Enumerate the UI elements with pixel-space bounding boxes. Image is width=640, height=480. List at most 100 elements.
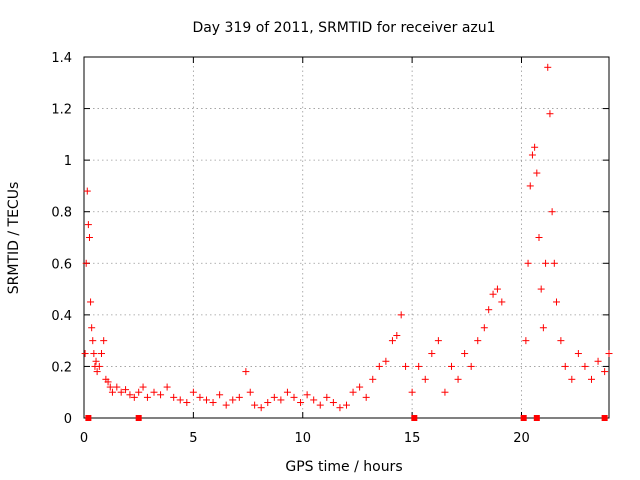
data-point [336,404,344,412]
data-point [415,362,423,370]
data-point [553,298,560,306]
data-point [150,388,158,396]
data-point [87,298,95,306]
data-point [216,391,224,399]
grid [84,57,609,418]
data-point [323,393,331,401]
data-point [561,362,569,370]
data-point [421,375,429,383]
data-point [489,290,497,298]
data-point [375,362,383,370]
data-point [93,368,101,376]
data-point [100,337,108,345]
data-point [229,396,237,404]
data-point [568,375,576,383]
data-point [588,375,595,383]
data-point [251,401,259,409]
data-point [329,399,337,407]
chart-title: Day 319 of 2011, SRMTID for receiver azu… [192,20,495,36]
data-point [550,259,558,267]
data-point [235,393,243,401]
data-point [310,396,318,404]
data-point [382,357,390,365]
data-point [104,378,112,386]
data-point [81,350,89,358]
data-point [454,375,462,383]
axis-marker [601,415,608,421]
data-point [277,396,285,404]
data-point [461,350,469,358]
data-point [88,324,96,332]
data-point [548,208,556,216]
data-point [408,388,416,396]
data-point [369,375,377,383]
data-point [349,388,357,396]
data-point [297,399,305,407]
y-tick-label: 0.2 [51,360,72,375]
axis-marker [520,415,527,421]
data-point [316,401,324,409]
data-point [528,151,536,159]
data-point [303,391,311,399]
data-point [467,362,475,370]
data-point [122,386,130,394]
y-tick-label: 1.2 [51,103,72,118]
data-point [222,401,230,409]
data-point [531,143,539,151]
data-point [542,259,550,267]
data-point [594,357,602,365]
data-point [388,337,396,345]
data-point [108,388,116,396]
data-point [601,368,609,376]
y-tick-label: 1 [64,154,72,169]
data-point [498,298,506,306]
data-point [526,182,534,190]
data-point [106,383,114,391]
data-point [209,399,217,407]
data-point [82,259,90,267]
x-tick-label: 0 [80,431,88,446]
data-point [539,324,547,332]
data-point [581,362,589,370]
data-point [397,311,405,319]
data-point [493,285,501,293]
x-tick-label: 5 [189,431,197,446]
data-point [139,383,147,391]
data-point [402,362,410,370]
data-point [574,350,582,358]
data-point [434,337,442,345]
y-tick-label: 1.4 [51,51,72,66]
data-point [113,383,121,391]
data-point [605,350,613,358]
x-axis-label: GPS time / hours [285,459,402,475]
y-tick-label: 0.6 [51,257,72,272]
data-point [544,63,552,71]
data-point [257,404,265,412]
data-point [90,350,98,358]
data-point [183,399,191,407]
data-point [537,285,545,293]
data-point [533,169,541,177]
data-point [95,362,103,370]
data-point [157,391,165,399]
data-point [163,383,171,391]
data-point [480,324,488,332]
data-point [356,383,364,391]
data-point [524,259,532,267]
data-point [264,399,272,407]
data-point [242,368,250,376]
data-point [546,110,554,118]
data-point [535,234,543,241]
y-axis-label: SRMTID / TECUs [6,182,22,295]
data-point [176,396,184,404]
data-point [246,388,254,396]
axis-marker [411,415,418,421]
data-point [117,388,125,396]
data-point [441,388,449,396]
data-point [189,388,197,396]
data-point [143,393,151,401]
x-tick-label: 20 [513,431,530,446]
data-point [270,393,278,401]
data-point [203,396,210,404]
